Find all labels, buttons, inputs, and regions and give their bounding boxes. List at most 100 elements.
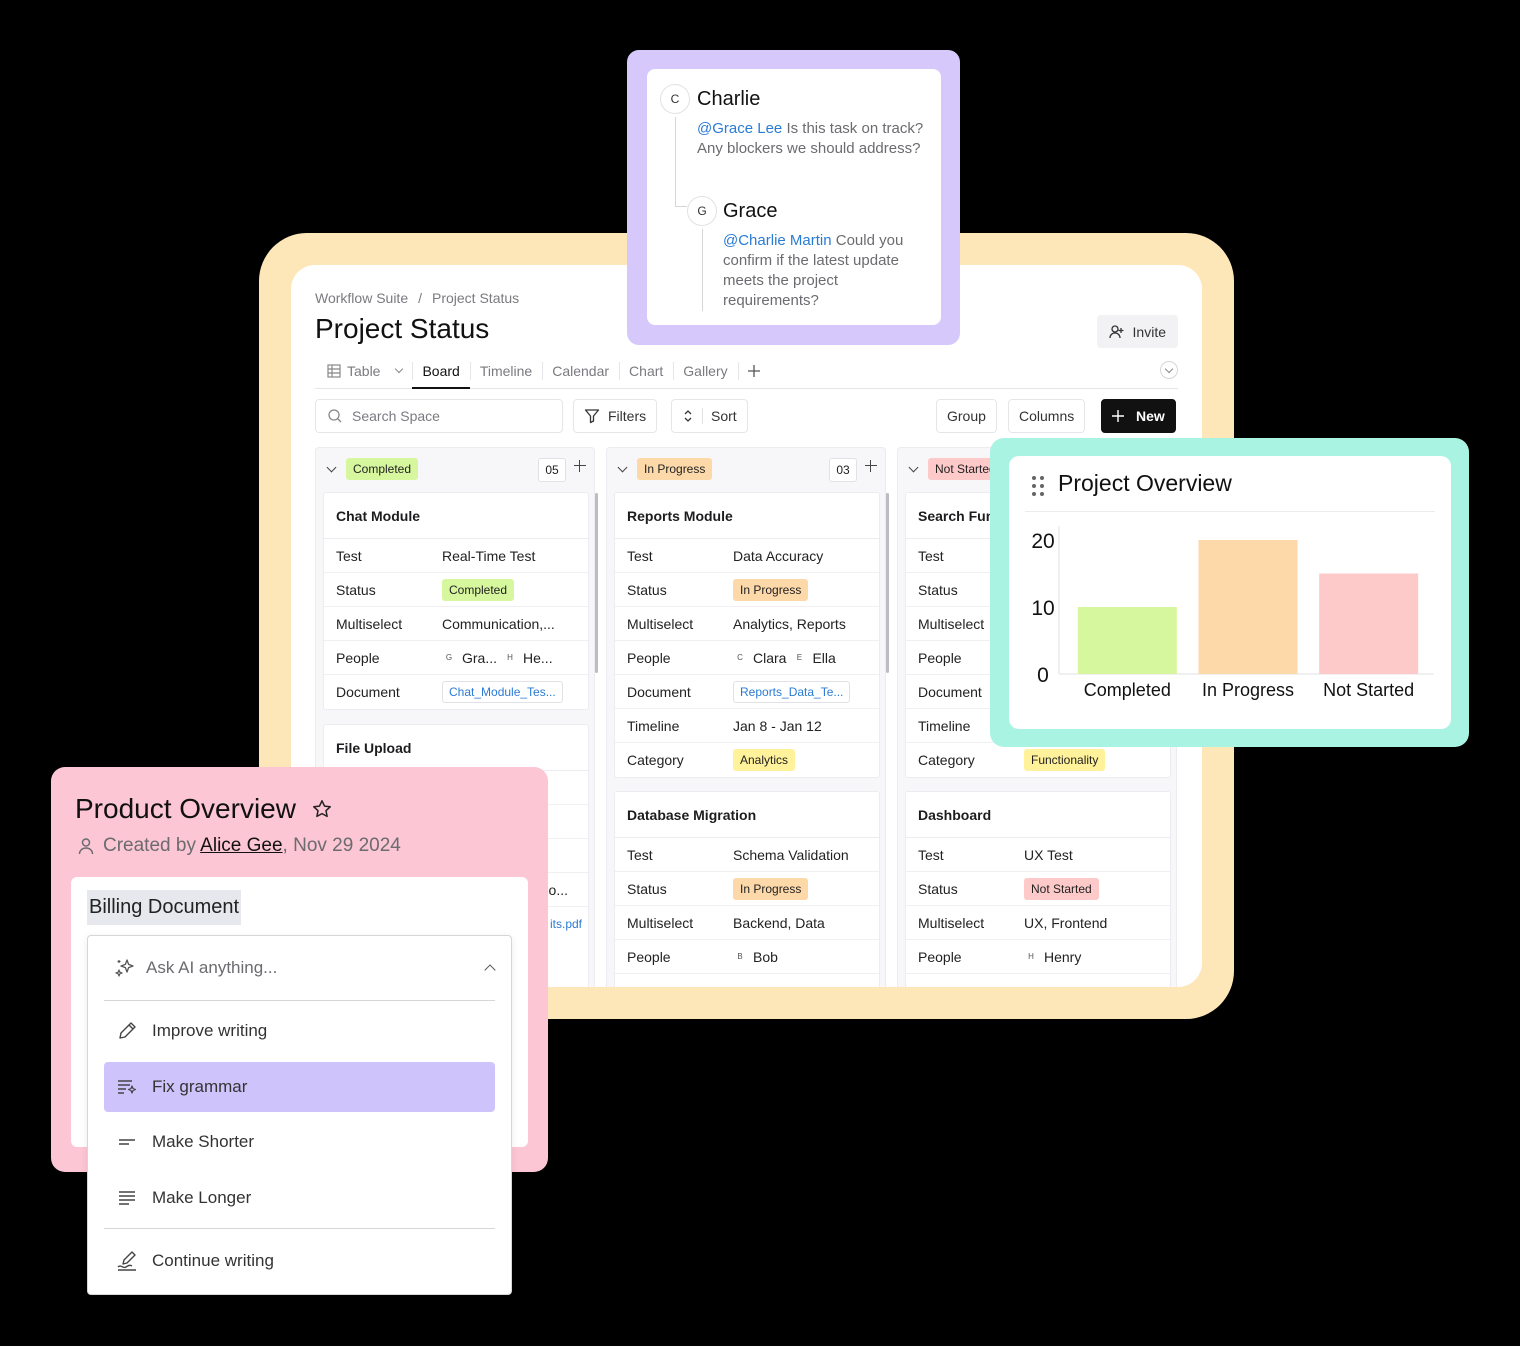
card-row (615, 974, 879, 987)
ai-action-fix-grammar[interactable]: Fix grammar (104, 1062, 495, 1112)
avatar: G (445, 653, 453, 662)
add-card-icon[interactable] (865, 460, 877, 472)
person-name: Gra... (462, 649, 498, 666)
document-link[interactable]: Reports_Data_Te... (733, 680, 851, 703)
tab-timeline[interactable]: Timeline (469, 353, 542, 388)
search-icon (328, 409, 342, 423)
comment-thread: C Charlie @Grace Lee Is this task on tra… (647, 69, 941, 325)
new-button[interactable]: New (1101, 399, 1176, 433)
board-card[interactable]: Chat Module Test Real-Time Test Status Com… (323, 492, 589, 710)
status-badge: Not Started (928, 458, 1003, 480)
status-badge: In Progress (733, 578, 809, 601)
board-card[interactable]: Reports Module Test Data Accuracy Status I… (614, 492, 880, 778)
ai-prompt-input[interactable]: Ask AI anything... (104, 936, 495, 1001)
created-by-label: Created by (103, 835, 201, 856)
tab-chart-label: Chart (629, 362, 664, 379)
bar-completed[interactable] (1077, 607, 1177, 674)
tab-table[interactable]: Table (315, 353, 412, 388)
field-value: Backend, Data (733, 914, 825, 931)
document-link[interactable]: its.pdf (549, 917, 582, 931)
card-title: File Upload (324, 725, 588, 771)
document-title-selection[interactable]: Billing Document (87, 890, 242, 925)
comment-body: @Grace Lee Is this task on track? Any bl… (697, 119, 927, 159)
chevron-down-icon[interactable] (395, 364, 404, 373)
card-row-multiselect: Multiselect Backend, Data (615, 906, 879, 940)
sort-button[interactable]: Sort (671, 399, 748, 433)
document-link[interactable]: Chat_Module_Tes... (442, 681, 563, 703)
plus-icon (747, 364, 760, 377)
field-label: Multiselect (627, 615, 694, 632)
card-row-people: People B Bob (615, 940, 879, 974)
bar-not-started[interactable] (1319, 573, 1419, 675)
filter-icon (584, 409, 600, 424)
pen-icon (119, 1022, 136, 1039)
ai-action-make-longer[interactable]: Make Longer (104, 1173, 495, 1223)
ai-action-make-shorter[interactable]: Make Shorter (104, 1117, 495, 1167)
card-row-status: Status In Progress (615, 573, 879, 607)
sparkle-icon (115, 959, 134, 977)
mention-link[interactable]: @Grace Lee (697, 120, 783, 137)
person-name: He... (523, 649, 553, 666)
avatar: C (737, 653, 743, 662)
filters-button[interactable]: Filters (573, 399, 658, 433)
comment-author: Grace (723, 200, 778, 222)
field-label: Status (918, 880, 958, 897)
tab-board[interactable]: Board (412, 353, 471, 389)
breadcrumb-workspace[interactable]: Workflow Suite (315, 290, 409, 306)
field-label: People (336, 649, 380, 666)
avatar: B (737, 952, 743, 961)
search-input[interactable]: Search Space (315, 399, 563, 433)
chevron-down-icon[interactable] (908, 464, 918, 474)
avatar: G (687, 196, 717, 226)
drag-handle-icon[interactable] (1032, 476, 1046, 496)
field-label: Multiselect (918, 615, 985, 632)
card-title: Dashboard (906, 792, 1170, 838)
field-label: Status (627, 880, 667, 897)
add-view-button[interactable] (737, 353, 770, 388)
breadcrumb-page[interactable]: Project Status (432, 290, 520, 306)
card-title: Database Migration (615, 792, 879, 838)
field-label: Document (627, 683, 691, 700)
group-button[interactable]: Group (936, 399, 997, 433)
field-label: People (918, 948, 962, 965)
person-name: Clara (753, 649, 787, 666)
tab-chart[interactable]: Chart (619, 353, 673, 388)
card-row-test: Test Real-Time Test (324, 539, 588, 573)
ai-action-label: Fix grammar (152, 1077, 248, 1096)
board-card[interactable]: Database Migration Test Schema Validation… (614, 791, 880, 987)
tab-calendar-label: Calendar (552, 362, 610, 379)
created-date: , Nov 29 2024 (282, 835, 401, 856)
card-count: 03 (829, 458, 857, 482)
status-badge: In Progress (733, 877, 809, 900)
card-row-status: Status Not Started (906, 872, 1170, 906)
columns-button[interactable]: Columns (1008, 399, 1086, 433)
status-badge: Completed (442, 578, 515, 601)
fix-grammar-icon (118, 1080, 137, 1094)
chevron-down-icon[interactable] (326, 464, 336, 474)
author-link[interactable]: Alice Gee (200, 835, 283, 856)
star-icon[interactable] (312, 799, 332, 819)
collapse-tabs-button[interactable] (1160, 361, 1178, 379)
scrollbar[interactable] (595, 493, 598, 673)
mention-link[interactable]: @Charlie Martin (723, 232, 832, 249)
bar-in-progress[interactable] (1198, 540, 1298, 674)
add-card-icon[interactable] (574, 460, 586, 472)
column-header: Completed (316, 448, 594, 490)
field-label: Test (627, 846, 653, 863)
ai-action-continue-writing[interactable]: Continue writing (104, 1236, 495, 1286)
chevron-up-icon[interactable] (485, 963, 495, 973)
avatar: H (507, 653, 513, 662)
filters-label: Filters (608, 408, 647, 424)
field-label: People (627, 948, 671, 965)
tab-calendar[interactable]: Calendar (542, 353, 619, 388)
tab-gallery[interactable]: Gallery (673, 353, 737, 388)
user-icon (78, 838, 94, 855)
invite-button[interactable]: Invite (1096, 315, 1178, 348)
board-card[interactable]: Dashboard Test UX Test Status Not Started … (905, 791, 1171, 987)
field-value: Schema Validation (733, 846, 849, 863)
chevron-down-icon[interactable] (617, 464, 627, 474)
scrollbar[interactable] (886, 493, 889, 673)
ai-action-improve-writing[interactable]: Improve writing (104, 1006, 495, 1056)
page-title: Project Status (315, 313, 490, 344)
card-count: 05 (538, 458, 566, 482)
